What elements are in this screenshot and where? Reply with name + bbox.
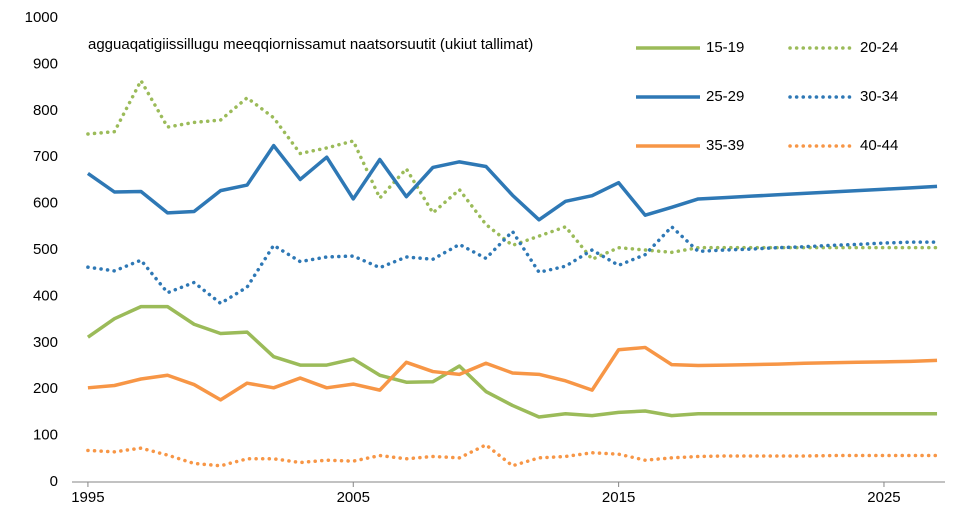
legend-label: 20-24 [860,39,898,56]
series-line [86,442,939,468]
series-line [86,304,938,419]
legend-label: 25-29 [706,88,744,105]
y-tick-label: 1000 [25,9,58,26]
legend-label: 40-44 [860,137,898,154]
y-tick-label: 900 [33,55,58,72]
chart-title: agguaqatigiissillugu meeqqiornissamut na… [88,36,533,53]
y-tick-label: 400 [33,287,58,304]
series-line [87,345,938,402]
series-line [86,224,939,306]
y-tick-label: 700 [33,148,58,165]
x-tick-label: 2005 [337,489,370,506]
x-tick-label: 2015 [602,489,635,506]
x-tick-label: 2025 [867,489,900,506]
y-tick-label: 300 [33,334,58,351]
legend-label: 30-34 [860,88,898,105]
y-tick-label: 100 [33,427,58,444]
y-tick-label: 500 [33,241,58,258]
legend-label: 35-39 [706,137,744,154]
y-tick-label: 600 [33,195,58,212]
y-tick-label: 0 [50,473,58,490]
y-tick-label: 800 [33,102,58,119]
y-tick-label: 200 [33,380,58,397]
series-line [86,143,938,222]
x-tick-label: 1995 [71,489,104,506]
legend-label: 15-19 [706,39,744,56]
